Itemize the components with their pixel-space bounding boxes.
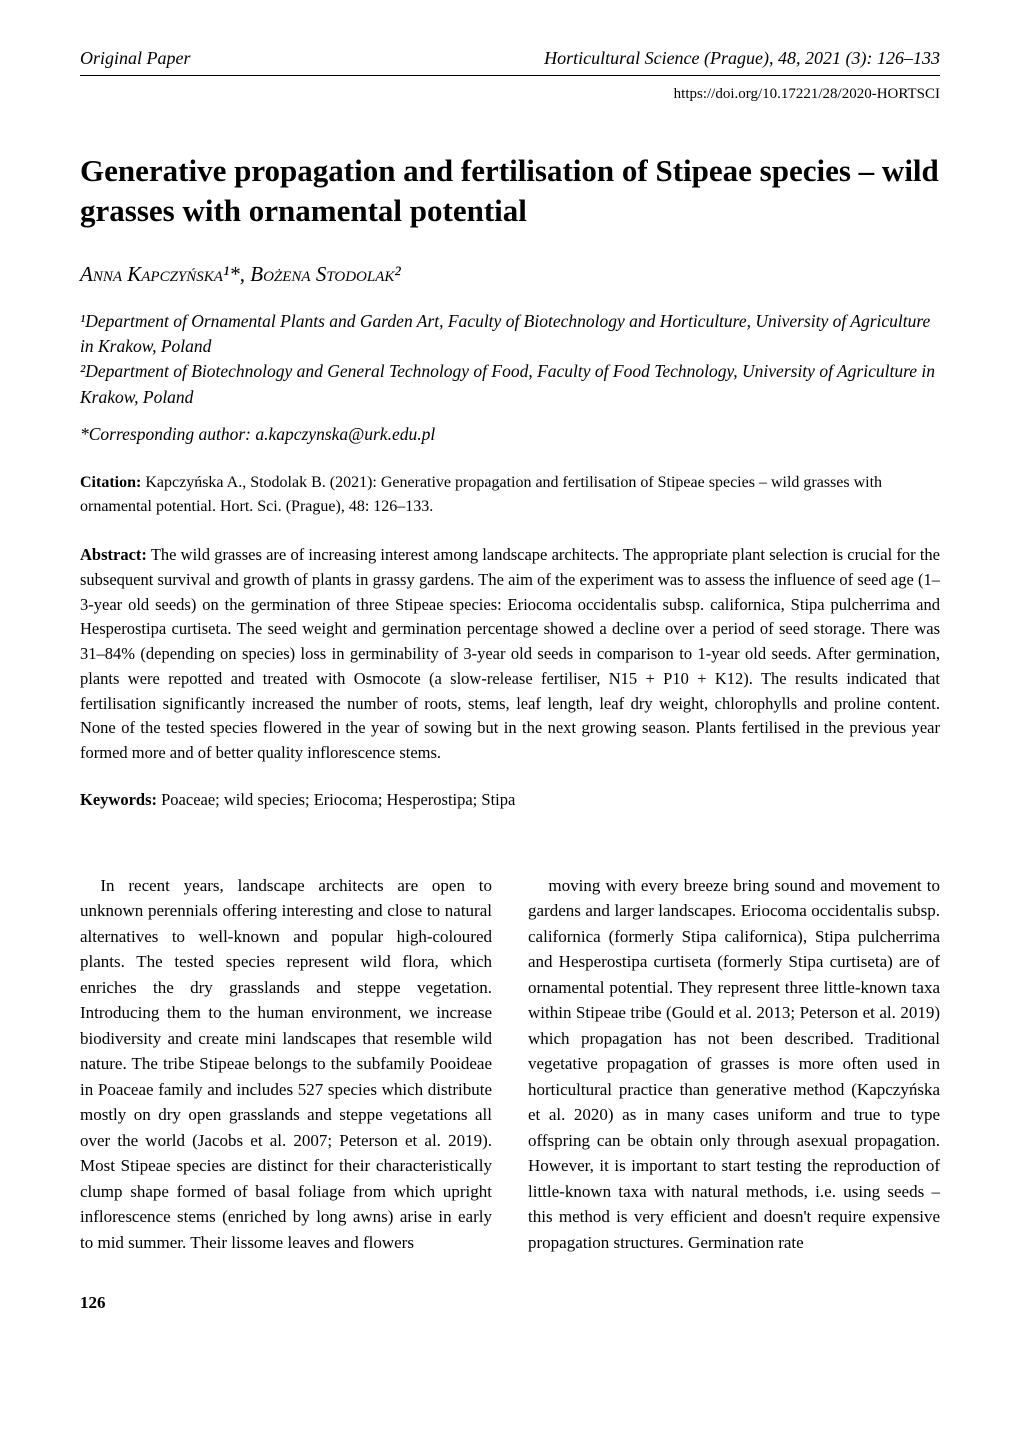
- page-number: 126: [80, 1293, 940, 1313]
- header-journal-citation: Horticultural Science (Prague), 48, 2021…: [544, 48, 940, 69]
- page: Original Paper Horticultural Science (Pr…: [0, 0, 1020, 1373]
- corresponding-author: *Corresponding author: a.kapczynska@urk.…: [80, 424, 940, 445]
- keywords-label: Keywords:: [80, 790, 157, 809]
- body-column-right: moving with every breeze bring sound and…: [528, 873, 940, 1256]
- article-title: Generative propagation and fertilisation…: [80, 151, 940, 232]
- affiliation-2: ²Department of Biotechnology and General…: [80, 359, 940, 410]
- author-list: Anna Kapczyńska¹*, Bożena Stodolak²: [80, 262, 940, 287]
- doi-link[interactable]: https://doi.org/10.17221/28/2020-HORTSCI: [80, 86, 940, 103]
- body-column-left: In recent years, landscape architects ar…: [80, 873, 492, 1256]
- body-two-column: In recent years, landscape architects ar…: [80, 873, 940, 1256]
- header-section: Original Paper: [80, 48, 191, 69]
- body-paragraph-left: In recent years, landscape architects ar…: [80, 873, 492, 1256]
- keywords-block: Keywords: Poaceae; wild species; Eriocom…: [80, 788, 940, 813]
- affiliations-block: ¹Department of Ornamental Plants and Gar…: [80, 309, 940, 411]
- citation-text: Kapczyńska A., Stodolak B. (2021): Gener…: [80, 474, 882, 515]
- abstract-text: The wild grasses are of increasing inter…: [80, 545, 940, 762]
- keywords-text: Poaceae; wild species; Eriocoma; Hespero…: [157, 790, 515, 809]
- affiliation-1: ¹Department of Ornamental Plants and Gar…: [80, 309, 940, 360]
- citation-label: Citation:: [80, 474, 141, 491]
- body-paragraph-right: moving with every breeze bring sound and…: [528, 873, 940, 1256]
- running-header: Original Paper Horticultural Science (Pr…: [80, 48, 940, 76]
- abstract-block: Abstract: The wild grasses are of increa…: [80, 543, 940, 766]
- citation-block: Citation: Kapczyńska A., Stodolak B. (20…: [80, 471, 940, 519]
- abstract-label: Abstract:: [80, 545, 147, 564]
